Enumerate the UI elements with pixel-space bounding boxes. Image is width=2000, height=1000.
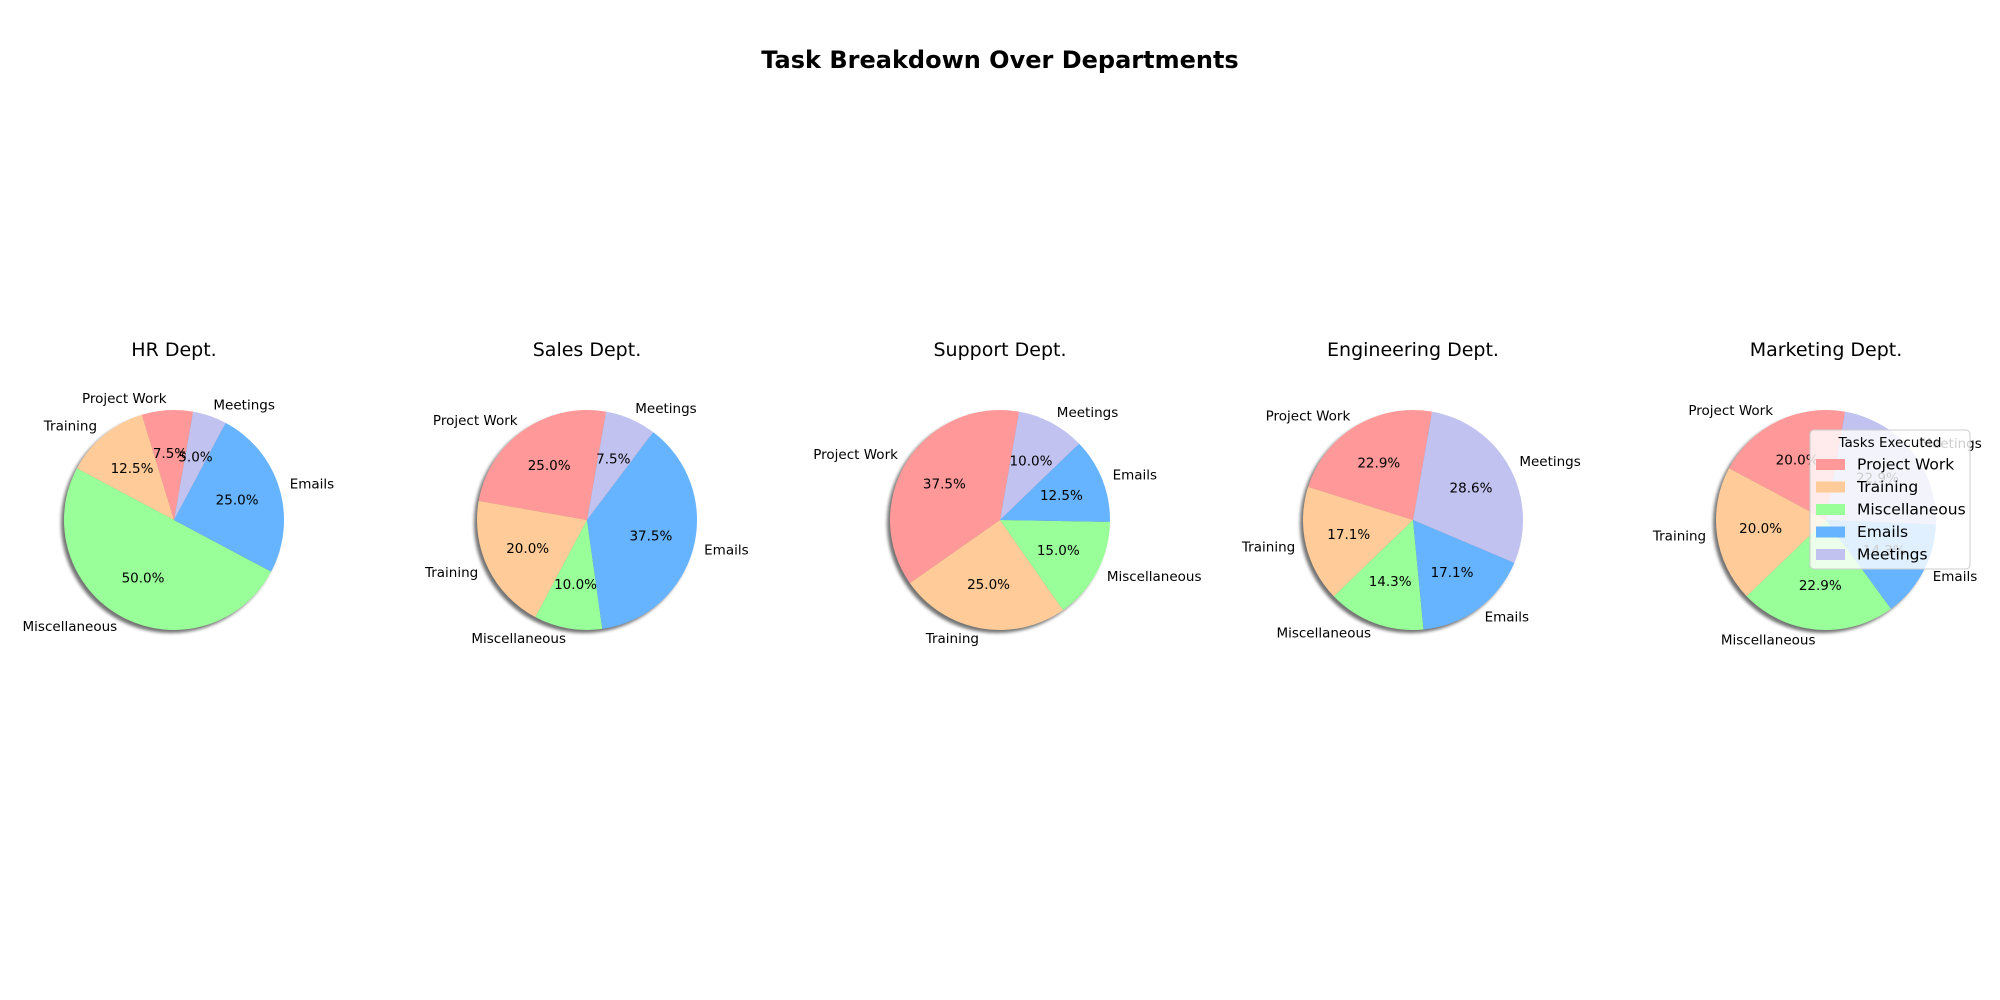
slice-label-miscellaneous: Miscellaneous <box>23 619 118 635</box>
panel-title-marketing-dept: Marketing Dept. <box>1750 339 1903 361</box>
figure-title: Task Breakdown Over Departments <box>761 46 1238 74</box>
slice-percent-training: 20.0% <box>506 541 549 557</box>
pie-slice-training <box>76 414 174 520</box>
slice-label-project-work: Project Work <box>813 447 898 463</box>
slice-percent-miscellaneous: 14.3% <box>1369 574 1412 590</box>
slice-percent-emails: 37.5% <box>629 529 672 545</box>
slice-label-miscellaneous: Miscellaneous <box>1107 569 1202 585</box>
slice-label-project-work: Project Work <box>433 413 518 429</box>
slice-label-emails: Emails <box>1485 610 1530 626</box>
slice-label-training: Training <box>925 631 979 647</box>
slice-label-meetings: Meetings <box>1519 454 1580 470</box>
pie-slice-training <box>909 520 1064 631</box>
slice-label-miscellaneous: Miscellaneous <box>1276 626 1371 642</box>
pie-slice-meetings <box>174 411 226 520</box>
slice-label-emails: Emails <box>704 542 749 558</box>
legend-label-meetings: Meetings <box>1857 546 1928 564</box>
slice-label-meetings: Meetings <box>635 401 696 417</box>
legend-swatch-meetings <box>1816 549 1845 560</box>
legend-swatch-emails <box>1816 526 1845 538</box>
legend-label-project-work: Project Work <box>1857 456 1954 474</box>
pie-slice-miscellaneous <box>64 468 272 630</box>
slice-percent-meetings: 7.5% <box>596 451 630 467</box>
pie-slice-miscellaneous <box>1333 520 1424 630</box>
pie-slice-project-work <box>478 410 607 520</box>
legend-title: Tasks Executed <box>1837 435 1941 451</box>
slice-label-training: Training <box>424 565 478 581</box>
slice-percent-training: 17.1% <box>1327 527 1370 543</box>
legend-swatch-project-work <box>1816 459 1845 470</box>
pie-slice-meetings <box>587 411 654 520</box>
slice-label-training: Training <box>1652 529 1706 545</box>
pie-slice-miscellaneous <box>1000 520 1110 611</box>
slice-label-emails: Emails <box>1113 468 1158 484</box>
pie-slice-project-work <box>1308 409 1433 520</box>
pie-slice-project-work <box>889 409 1020 584</box>
slice-percent-meetings: 5.0% <box>178 450 212 466</box>
legend-label-miscellaneous: Miscellaneous <box>1857 501 1966 519</box>
pie-panel-sales-dept: Sales Dept. Project Work 25.0% Training 20.0… <box>424 339 749 647</box>
slice-percent-emails: 17.1% <box>1431 565 1474 581</box>
slice-percent-project-work: 20.0% <box>1776 453 1819 469</box>
pie-slice-project-work <box>141 409 194 520</box>
pie-slice-training <box>1303 486 1413 597</box>
panel-title-support-dept: Support Dept. <box>933 339 1066 361</box>
panel-title-engineering-dept: Engineering Dept. <box>1327 339 1499 361</box>
slice-percent-meetings: 10.0% <box>1010 454 1053 470</box>
pie-panels: HR Dept. Project Work 7.5% Training 12.5% Mis… <box>23 339 1982 649</box>
legend: Tasks Executed Project Work Training Miscel… <box>1809 429 1971 570</box>
slice-percent-miscellaneous: 15.0% <box>1037 543 1080 559</box>
pie-slice-training <box>1716 468 1826 597</box>
slice-percent-project-work: 37.5% <box>923 477 966 493</box>
pie-panel-support-dept: Support Dept. Project Work 37.5% Training 25… <box>813 339 1201 647</box>
pie-panel-hr-dept: HR Dept. Project Work 7.5% Training 12.5% Mis… <box>23 339 335 635</box>
pie-slice-emails <box>1413 520 1515 630</box>
panel-title-sales-dept: Sales Dept. <box>533 339 641 361</box>
slice-percent-emails: 25.0% <box>216 493 259 509</box>
slice-percent-project-work: 7.5% <box>153 446 187 462</box>
slice-label-emails: Emails <box>290 477 335 493</box>
pie-slice-emails <box>1000 443 1111 522</box>
slice-label-project-work: Project Work <box>1266 409 1351 425</box>
slice-label-training: Training <box>1241 540 1295 556</box>
legend-swatch-miscellaneous <box>1816 504 1845 515</box>
slice-percent-miscellaneous: 22.9% <box>1799 578 1842 594</box>
slice-percent-meetings: 28.6% <box>1450 480 1493 496</box>
slice-percent-miscellaneous: 50.0% <box>122 570 165 586</box>
legend-label-training: Training <box>1856 478 1918 496</box>
pie-slice-training <box>477 500 587 618</box>
pie-slice-meetings <box>1000 411 1080 520</box>
slice-label-meetings: Meetings <box>213 398 274 414</box>
slice-label-project-work: Project Work <box>82 391 167 407</box>
pie-panel-engineering-dept: Engineering Dept. Project Work 22.9% Traini… <box>1241 339 1581 642</box>
legend-label-emails: Emails <box>1857 523 1908 541</box>
slice-label-project-work: Project Work <box>1688 403 1773 419</box>
slice-percent-project-work: 22.9% <box>1357 456 1400 472</box>
pie-slice-meetings <box>1413 411 1523 563</box>
panel-title-hr-dept: HR Dept. <box>131 339 216 361</box>
pie-slice-emails <box>174 422 284 572</box>
legend-swatch-training <box>1816 481 1845 493</box>
slice-percent-emails: 12.5% <box>1040 488 1083 504</box>
slice-percent-training: 20.0% <box>1739 521 1782 537</box>
slice-label-emails: Emails <box>1933 569 1978 585</box>
legend-frame <box>1809 429 1971 570</box>
slice-label-miscellaneous: Miscellaneous <box>1721 633 1816 649</box>
pie-slice-emails <box>587 432 698 629</box>
slice-percent-project-work: 25.0% <box>528 458 571 474</box>
slice-label-miscellaneous: Miscellaneous <box>471 631 566 647</box>
slice-percent-miscellaneous: 10.0% <box>554 577 597 593</box>
slice-percent-training: 25.0% <box>967 577 1010 593</box>
pie-slice-miscellaneous <box>1746 520 1891 630</box>
slice-percent-training: 12.5% <box>111 461 154 477</box>
slice-label-meetings: Meetings <box>1057 405 1118 421</box>
slice-label-training: Training <box>43 419 97 435</box>
pie-slice-miscellaneous <box>535 520 603 630</box>
